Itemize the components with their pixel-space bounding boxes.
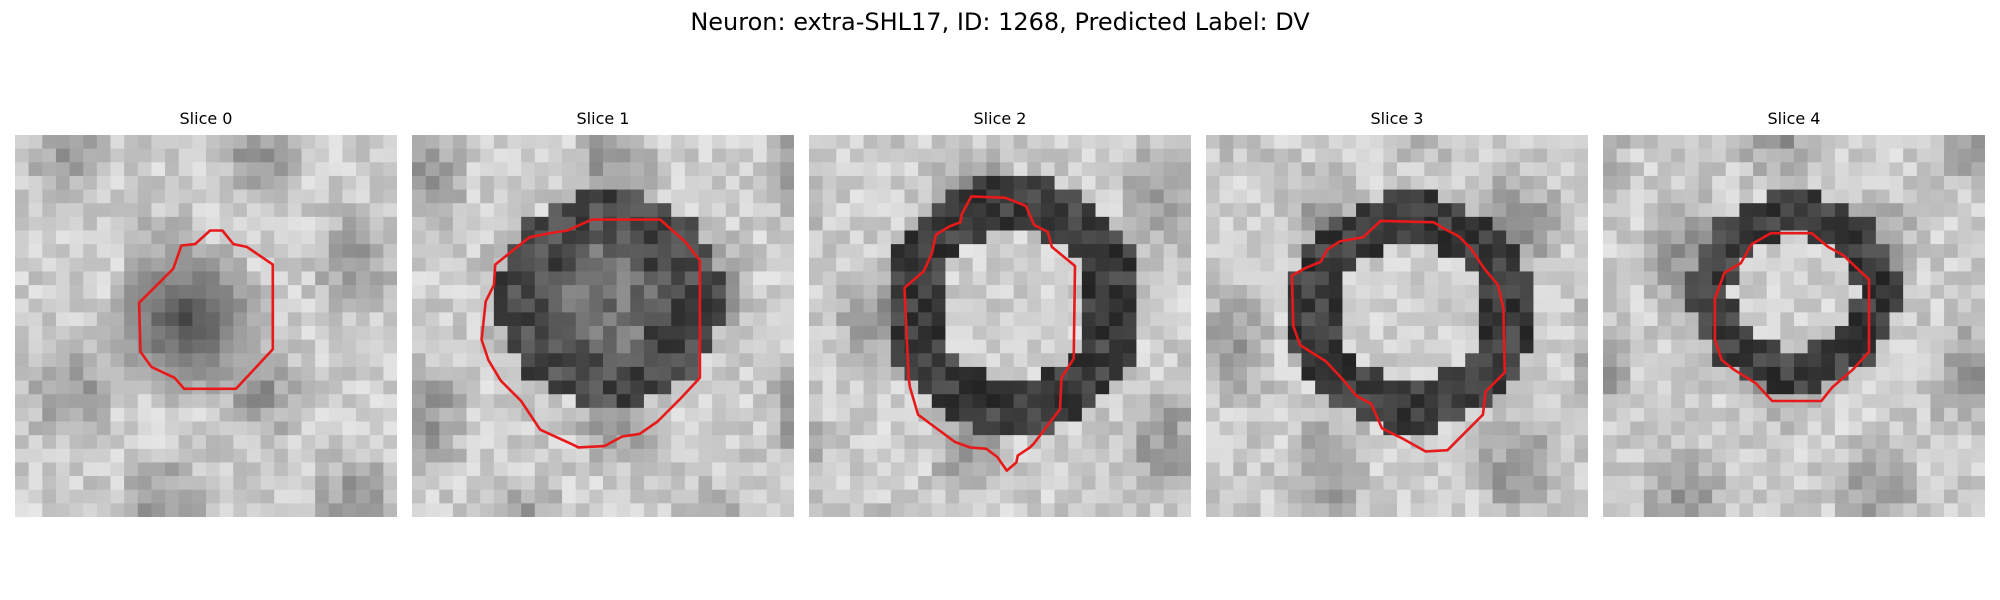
figure-title: Neuron: extra-SHL17, ID: 1268, Predicted… bbox=[690, 8, 1310, 36]
slice-image bbox=[15, 135, 397, 517]
slice-panel-0: Slice 0 bbox=[15, 109, 397, 517]
segmentation-contour bbox=[1713, 231, 1871, 403]
slice-panel-4: Slice 4 bbox=[1603, 109, 1985, 517]
slice-image bbox=[809, 135, 1191, 517]
slice-panel-1: Slice 1 bbox=[412, 109, 794, 517]
slice-title: Slice 0 bbox=[179, 109, 233, 128]
slice-title: Slice 1 bbox=[576, 109, 630, 128]
slice-image bbox=[1206, 135, 1588, 517]
segmentation-contour bbox=[137, 229, 275, 391]
slice-title: Slice 2 bbox=[973, 109, 1027, 128]
slice-panel-3: Slice 3 bbox=[1206, 109, 1588, 517]
segmentation-contour bbox=[903, 195, 1077, 472]
slice-title: Slice 3 bbox=[1370, 109, 1424, 128]
slice-panel-2: Slice 2 bbox=[809, 109, 1191, 517]
slice-image bbox=[412, 135, 794, 517]
slice-title: Slice 4 bbox=[1767, 109, 1821, 128]
slice-image bbox=[1603, 135, 1985, 517]
segmentation-contour bbox=[480, 218, 702, 449]
segmentation-contour bbox=[1290, 219, 1507, 453]
